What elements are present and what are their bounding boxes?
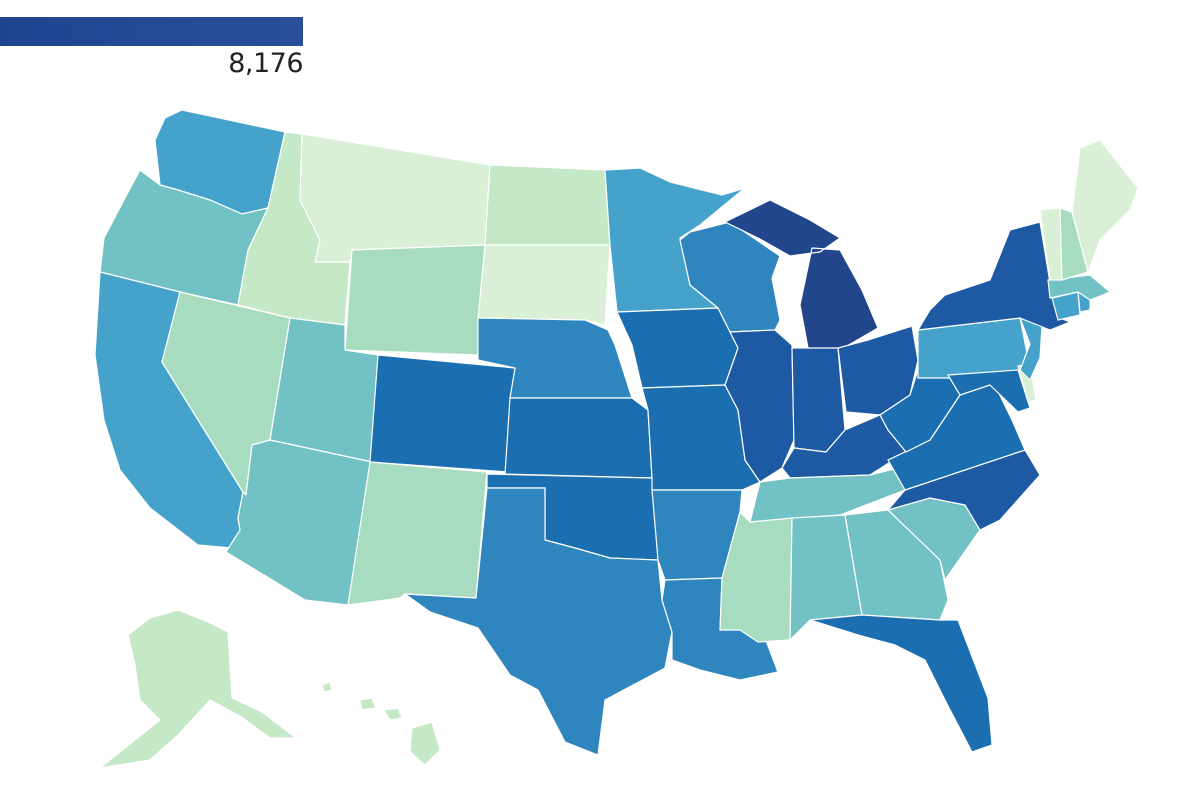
state-nd[interactable] <box>484 164 611 246</box>
legend-color-bar <box>0 17 303 46</box>
state-ma[interactable] <box>1047 274 1111 301</box>
state-nm[interactable] <box>347 461 488 606</box>
state-fl[interactable] <box>809 614 993 753</box>
state-wy[interactable] <box>344 244 486 356</box>
state-tx[interactable] <box>404 487 673 756</box>
state-ia[interactable] <box>616 307 739 389</box>
state-md[interactable] <box>947 369 1031 413</box>
state-nc[interactable] <box>887 449 1041 531</box>
state-mt[interactable] <box>299 133 491 263</box>
state-oh[interactable] <box>837 325 919 416</box>
state-hi[interactable] <box>321 681 441 766</box>
state-me[interactable] <box>1071 139 1139 273</box>
state-in[interactable] <box>791 347 846 453</box>
state-co[interactable] <box>369 354 516 473</box>
state-ak[interactable] <box>99 609 297 769</box>
state-ks[interactable] <box>504 397 653 479</box>
state-mi[interactable] <box>724 199 879 351</box>
state-sd[interactable] <box>477 244 611 326</box>
legend-max-label: 8,176 <box>228 48 303 79</box>
